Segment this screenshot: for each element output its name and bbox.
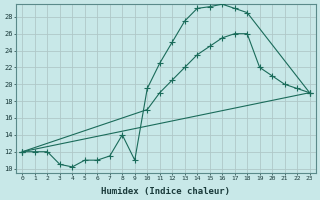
X-axis label: Humidex (Indice chaleur): Humidex (Indice chaleur) [101, 187, 230, 196]
